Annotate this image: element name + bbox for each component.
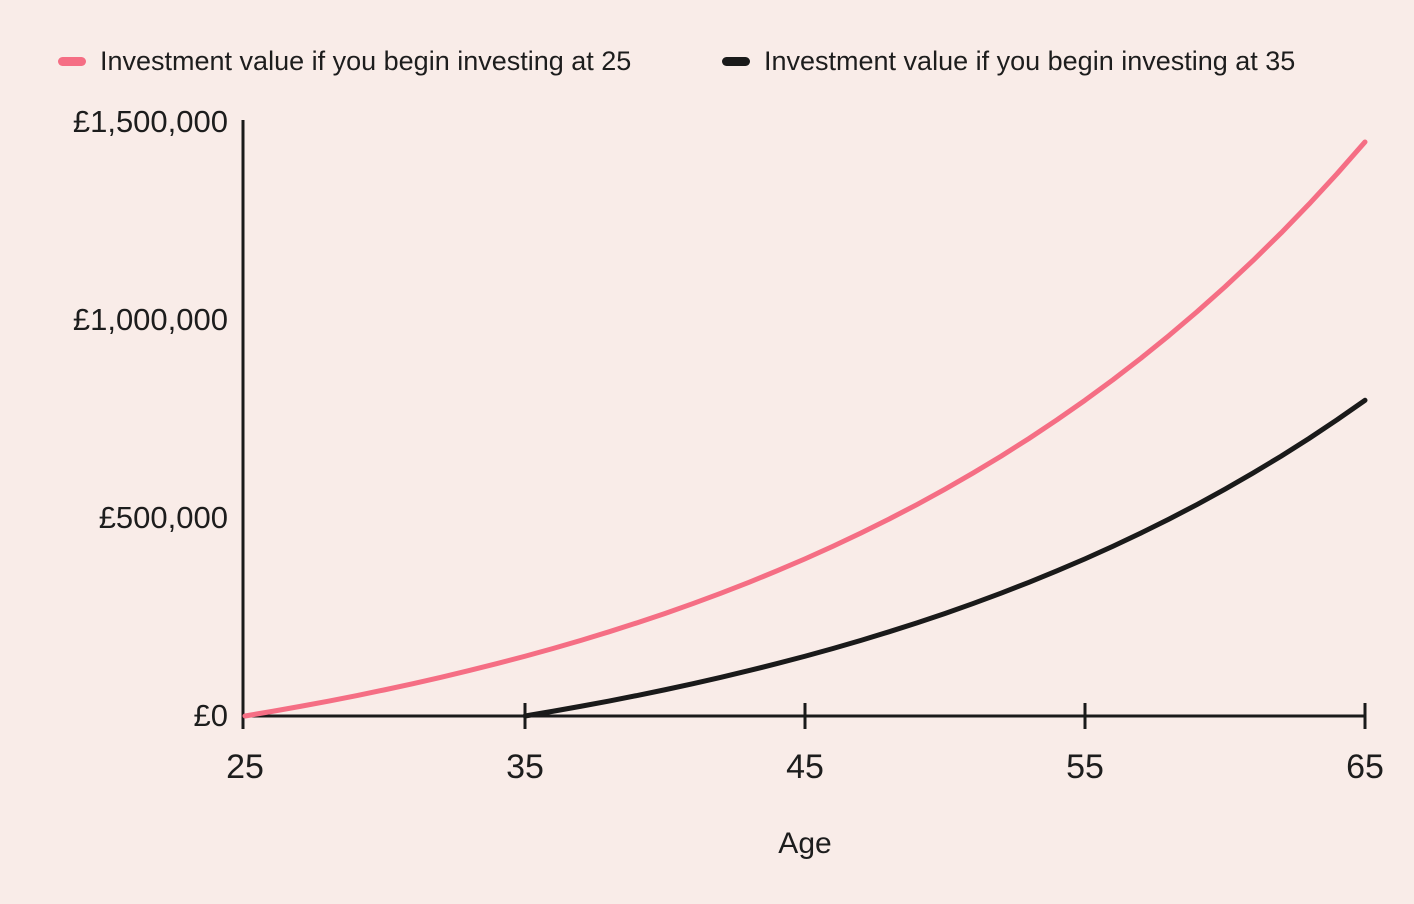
x-axis-tick-label: 45 (786, 748, 824, 786)
x-axis-tick-label: 65 (1346, 748, 1384, 786)
x-axis-tick-label: 25 (226, 748, 264, 786)
legend-label-begin-35: Investment value if you begin investing … (764, 46, 1296, 76)
series-line-0 (242, 139, 1368, 719)
x-axis-tick-label: 55 (1066, 748, 1104, 786)
legend-item-begin-25: Investment value if you begin investing … (58, 44, 631, 78)
y-axis-tick-label: £1,000,000 (72, 302, 228, 337)
y-axis-tick-label: £1,500,000 (72, 104, 228, 139)
x-axis-tick-label: 35 (506, 748, 544, 786)
legend-item-begin-35: Investment value if you begin investing … (722, 44, 1295, 78)
legend-label-begin-25: Investment value if you begin investing … (100, 46, 632, 76)
y-axis-tick-label: £0 (193, 698, 228, 733)
x-axis-title: Age (778, 827, 832, 860)
y-axis-tick-label: £500,000 (98, 500, 228, 535)
series-line-1 (522, 397, 1368, 719)
legend-swatch-begin-35-icon (722, 56, 750, 66)
y-axis-labels: £0 £500,000 £1,000,000 £1,500,000 (0, 0, 228, 904)
legend-swatch-begin-25-icon (58, 56, 86, 66)
